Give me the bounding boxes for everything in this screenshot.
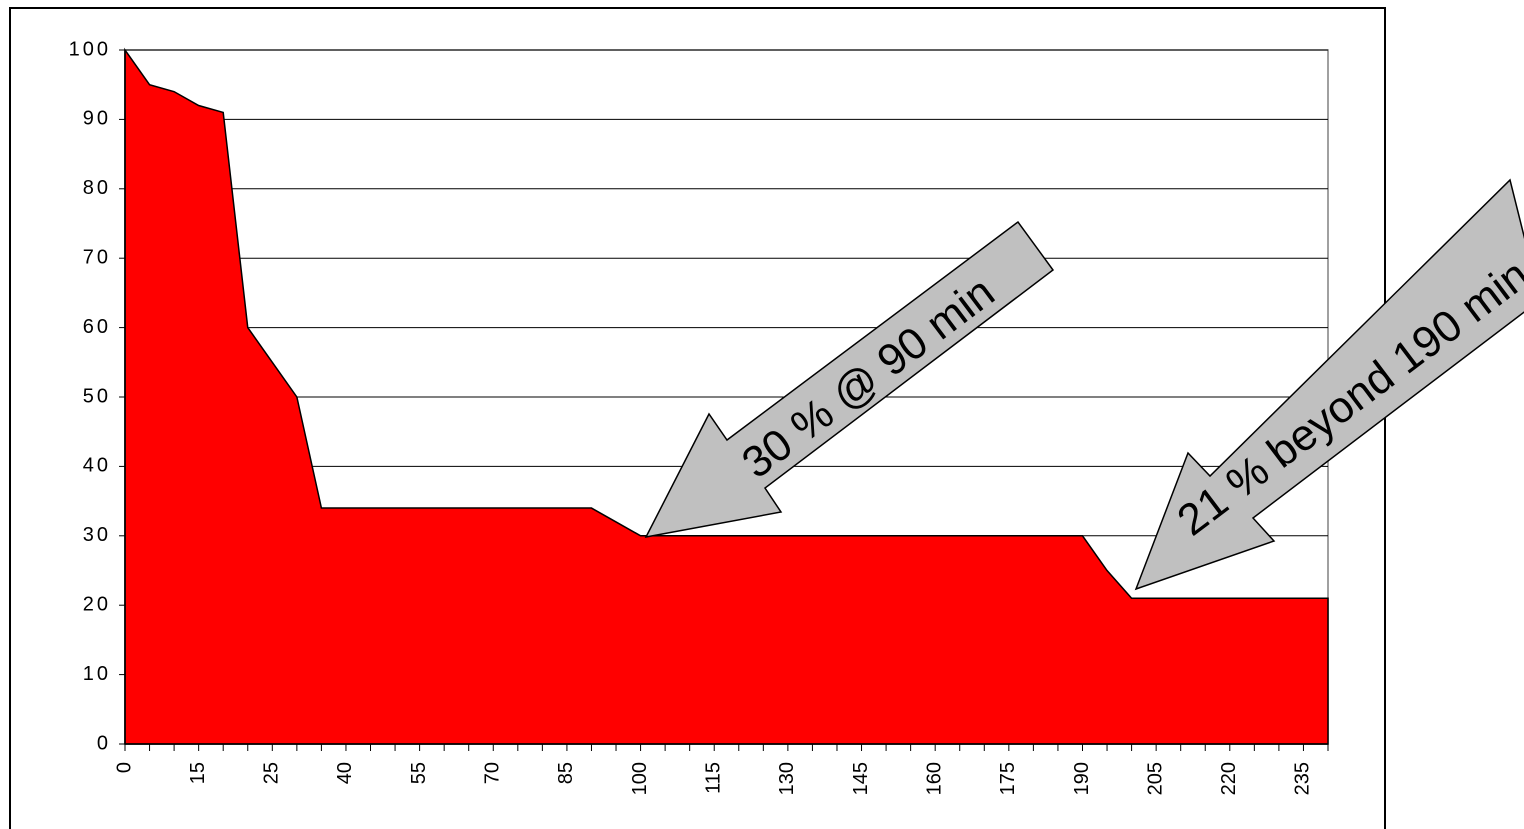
x-tick-label: 0 [113,762,135,773]
y-tick-label: 50 [83,385,111,407]
x-tick-label: 130 [776,762,798,795]
x-tick-label: 40 [334,762,356,784]
y-tick-label: 10 [83,663,111,685]
x-tick-label: 100 [629,762,651,795]
y-tick-label: 80 [83,177,111,199]
y-tick-label: 70 [83,246,111,268]
y-tick-label: 60 [83,316,111,338]
x-tick-label: 160 [923,762,945,795]
x-tick-label: 205 [1144,762,1166,795]
x-tick-label: 15 [187,762,209,784]
x-tick-label: 55 [408,762,430,784]
x-tick-label: 220 [1218,762,1240,795]
y-tick-label: 20 [83,593,111,615]
x-tick-label: 70 [482,762,504,784]
x-tick-label: 115 [703,762,725,794]
y-tick-label: 30 [83,524,111,546]
y-tick-label: 40 [83,455,111,477]
x-tick-label: 25 [261,762,283,784]
area [124,47,1329,745]
plot-area: 0 10 20 30 40 50 60 70 80 90 100 0 15 25 40 55 70 85 100 11… [69,38,1329,795]
callout-arrow [644,220,1055,539]
x-tick-label: 235 [1292,762,1314,795]
x-tick-label: 85 [555,762,577,784]
x-tick-label: 190 [1071,762,1093,795]
y-tick-label: 100 [69,38,111,60]
x-tick-label: 145 [850,762,872,795]
x-tick-label: 175 [997,762,1019,795]
callout-arrow [1134,178,1524,591]
y-tick-label: 0 [97,732,111,754]
y-tick-label: 90 [83,108,111,130]
